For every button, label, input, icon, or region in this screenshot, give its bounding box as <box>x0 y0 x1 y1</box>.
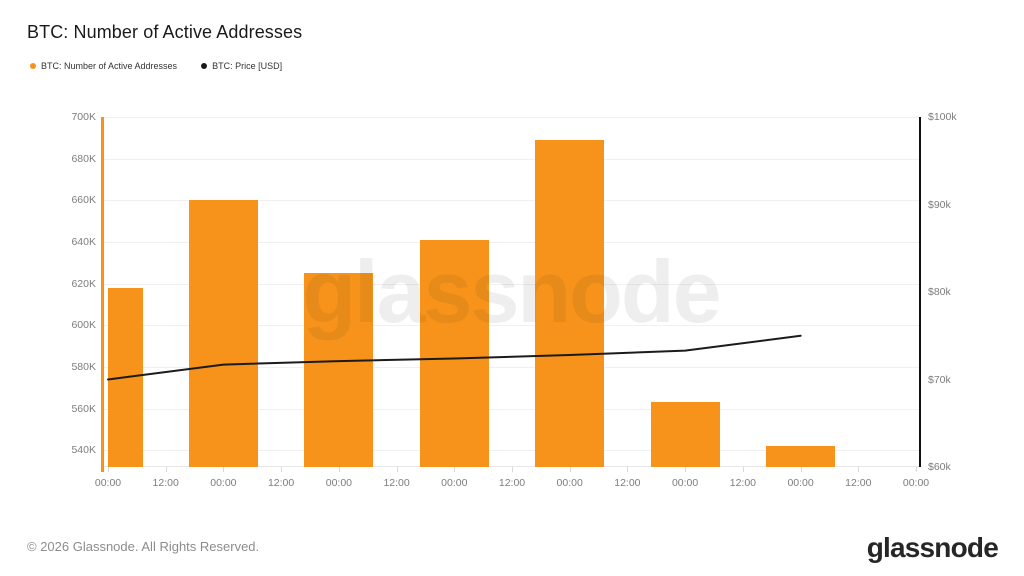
x-axis-tick <box>742 467 744 472</box>
legend-dot-icon <box>30 63 36 69</box>
x-axis-tick <box>627 467 629 472</box>
x-axis-label: 00:00 <box>671 477 699 489</box>
y-axis-label-left: 640K <box>71 236 96 248</box>
legend-dot-icon <box>201 63 208 69</box>
x-axis-label: 00:00 <box>441 477 468 489</box>
x-axis-label: 12:00 <box>383 477 410 489</box>
y-axis-label-left: 600K <box>71 319 96 332</box>
legend: BTC: Number of Active Addresses BTC: Pric… <box>30 61 282 71</box>
gridline <box>102 325 920 327</box>
x-axis-tick <box>165 467 167 472</box>
legend-label: BTC: Number of Active Addresses <box>41 61 178 71</box>
y-axis-label-left: 620K <box>71 277 96 290</box>
gridline <box>102 367 920 368</box>
bar <box>419 239 489 467</box>
bar <box>766 446 836 467</box>
y-axis-label-left: 540K <box>71 444 96 457</box>
y-axis-label-right: $70k <box>928 373 951 386</box>
y-axis-label-left: 700K <box>71 111 96 123</box>
x-axis-tick <box>800 467 802 472</box>
copyright-text: © 2026 Glassnode. All Rights Reserved. <box>27 539 260 554</box>
y-axis-label-left: 580K <box>71 361 96 373</box>
x-axis-tick <box>338 467 340 472</box>
x-axis-tick <box>281 467 283 472</box>
gridline <box>102 158 920 160</box>
x-axis-tick <box>685 467 687 472</box>
y-axis-label-left: 560K <box>71 402 96 415</box>
gridline <box>102 117 920 118</box>
y-axis-label-right: $60k <box>928 461 951 473</box>
chart-title: BTC: Number of Active Addresses <box>27 22 303 42</box>
x-axis-label: 00:00 <box>902 477 930 489</box>
bar <box>188 200 258 467</box>
x-axis-label: 12:00 <box>845 477 872 489</box>
x-axis-label: 00:00 <box>94 477 122 489</box>
x-axis-tick <box>396 467 398 472</box>
x-axis-label: 12:00 <box>498 477 526 489</box>
x-axis-label: 12:00 <box>267 477 295 489</box>
price-line <box>107 334 802 381</box>
x-axis-tick <box>569 467 571 472</box>
x-axis-label: 00:00 <box>325 477 353 489</box>
x-axis-tick <box>858 467 860 472</box>
left-axis-line <box>101 117 104 472</box>
gridline <box>102 450 920 452</box>
plot-area <box>102 117 920 468</box>
legend-label: BTC: Price [USD] <box>212 61 283 71</box>
x-axis-label: 00:00 <box>210 477 237 489</box>
y-axis-label-left: 660K <box>71 194 96 207</box>
bar <box>535 139 605 467</box>
x-axis-label: 12:00 <box>614 477 641 489</box>
gridline <box>102 408 920 410</box>
gridline <box>102 200 920 202</box>
x-axis-label: 00:00 <box>787 477 814 489</box>
legend-item-1[interactable]: BTC: Price [USD] <box>201 61 282 71</box>
x-axis-tick <box>223 467 225 472</box>
y-axis-label-right: $100k <box>928 111 957 123</box>
x-axis-tick <box>108 467 109 472</box>
x-axis-tick <box>454 467 456 472</box>
y-axis-label-left: 680K <box>71 152 96 165</box>
x-axis-label: 12:00 <box>152 477 179 489</box>
x-axis-label: 00:00 <box>556 477 583 489</box>
gridline <box>102 283 920 285</box>
x-axis-tick <box>916 467 917 472</box>
x-axis-label: 12:00 <box>729 477 757 489</box>
bar <box>304 273 374 468</box>
right-axis-line <box>919 117 921 467</box>
bar <box>650 402 720 467</box>
y-axis-label-right: $80k <box>928 286 951 298</box>
gridline <box>102 242 920 243</box>
glassnode-logo: glassnode <box>866 532 999 563</box>
legend-item-0[interactable]: BTC: Number of Active Addresses <box>30 61 177 71</box>
x-axis-tick <box>512 467 513 472</box>
y-axis-label-right: $90k <box>928 198 951 211</box>
